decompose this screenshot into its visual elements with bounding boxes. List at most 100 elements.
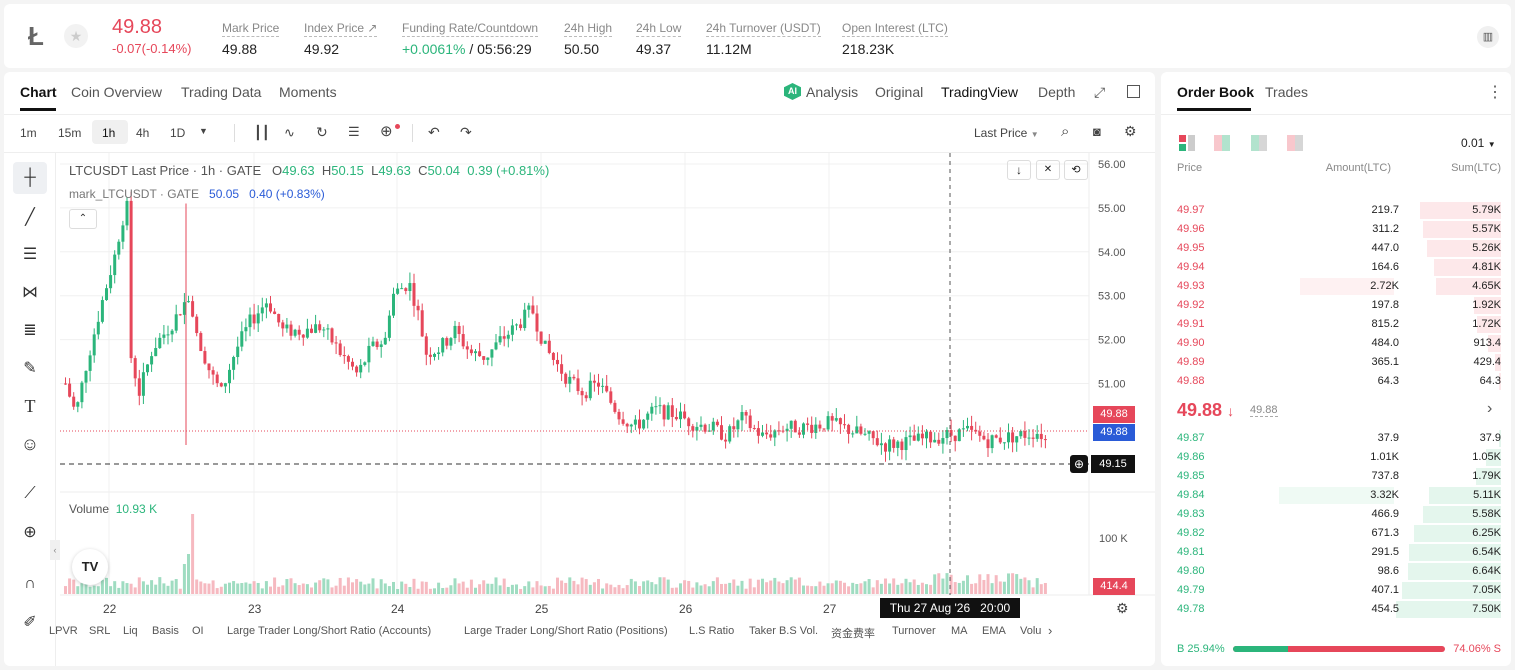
- pencil-lock-icon[interactable]: ✐: [23, 614, 37, 631]
- candle-body: [519, 324, 523, 329]
- templates-icon[interactable]: ☰: [348, 124, 360, 139]
- expand-icon[interactable]: ⤢: [1094, 84, 1106, 100]
- ob-bid-row[interactable]: 49.85 737.8 1.79K: [1161, 467, 1511, 486]
- date-tick: 25: [535, 602, 549, 616]
- indicator-srl[interactable]: SRL: [89, 625, 111, 637]
- ob-ask-row[interactable]: 49.96 311.2 5.57K: [1161, 220, 1511, 239]
- emoji-icon[interactable]: ☺: [20, 433, 40, 454]
- ob-bid-row[interactable]: 49.87 37.9 37.9: [1161, 429, 1511, 448]
- view-tradingview[interactable]: TradingView: [941, 84, 1019, 100]
- ob-bid-row[interactable]: 49.79 407.1 7.05K: [1161, 581, 1511, 600]
- interval-1h[interactable]: 1h: [102, 126, 116, 140]
- asks-only-icon[interactable]: [1287, 135, 1303, 151]
- indicator-liq[interactable]: Liq: [123, 625, 138, 637]
- candles-icon[interactable]: ┃┃: [254, 125, 270, 140]
- ob-ask-row[interactable]: 49.88 64.3 64.3: [1161, 372, 1511, 391]
- interval-4h[interactable]: 4h: [136, 126, 150, 140]
- ob-bid-row[interactable]: 49.81 291.5 6.54K: [1161, 543, 1511, 562]
- view-depth[interactable]: Depth: [1038, 84, 1076, 100]
- ob-bid-row[interactable]: 49.84 3.32K 5.11K: [1161, 486, 1511, 505]
- zoom-in-icon[interactable]: ⊕: [23, 524, 37, 541]
- ob-bid-row[interactable]: 49.86 1.01K 1.05K: [1161, 448, 1511, 467]
- fib-icon[interactable]: ≣: [23, 322, 37, 339]
- compare-icon[interactable]: ↻: [316, 124, 328, 140]
- indicator-oi[interactable]: OI: [192, 625, 204, 637]
- crosshair-icon[interactable]: ┼: [13, 162, 47, 194]
- ob-bid-row[interactable]: 49.80 98.6 6.64K: [1161, 562, 1511, 581]
- indicator-ls-ratio[interactable]: L.S Ratio: [689, 625, 735, 637]
- horizontal-lines-icon[interactable]: ☰: [22, 246, 38, 263]
- ruler-icon[interactable]: ⟋: [24, 485, 36, 502]
- ob-depth-bar: [1413, 525, 1501, 542]
- add-indicator-icon[interactable]: ⊕: [380, 123, 393, 140]
- indicator-lpvr[interactable]: LPVR: [49, 625, 78, 637]
- tab-chart[interactable]: Chart: [20, 84, 57, 100]
- ob-ask-row[interactable]: 49.97 219.7 5.79K: [1161, 201, 1511, 220]
- interval-1d[interactable]: 1D: [170, 126, 186, 140]
- chart-settings-icon[interactable]: ⚙: [1116, 600, 1129, 616]
- chevron-right-icon[interactable]: ›: [1048, 623, 1053, 638]
- indicator-basis[interactable]: Basis: [152, 625, 179, 637]
- gear-icon[interactable]: ⚙: [1124, 123, 1137, 139]
- ob-sum: 6.54K: [1472, 546, 1501, 558]
- collapse-legend-icon[interactable]: ⌃: [69, 209, 97, 229]
- tradingview-logo-icon[interactable]: TV: [72, 549, 108, 585]
- tab-order-book[interactable]: Order Book: [1177, 84, 1255, 100]
- precision-value: 0.01: [1461, 136, 1485, 150]
- stat-index-price[interactable]: Index Price ↗ 49.92: [304, 21, 378, 57]
- precision-select[interactable]: 0.01 ▼: [1461, 136, 1496, 150]
- chevron-right-icon[interactable]: ›: [1487, 400, 1493, 417]
- last-price-select[interactable]: Last Price ▼: [974, 126, 1039, 140]
- magnet-icon[interactable]: ∩: [24, 575, 36, 592]
- ob-ask-row[interactable]: 49.89 365.1 429.4: [1161, 353, 1511, 372]
- camera-icon[interactable]: ◙: [1093, 124, 1101, 139]
- more-icon[interactable]: ⋮: [1487, 84, 1503, 101]
- tab-trading-data[interactable]: Trading Data: [181, 84, 262, 100]
- indicator-taker-bs-vol[interactable]: Taker B.S Vol.: [749, 625, 819, 637]
- search-icon[interactable]: ⌕: [1061, 123, 1070, 140]
- indicator-ema[interactable]: EMA: [982, 625, 1006, 637]
- ob-ask-row[interactable]: 49.93 2.72K 4.65K: [1161, 277, 1511, 296]
- split-view-icon[interactable]: [1214, 135, 1230, 151]
- ob-bid-row[interactable]: 49.83 466.9 5.58K: [1161, 505, 1511, 524]
- interval-15m[interactable]: 15m: [58, 126, 82, 140]
- collapse-toolbar-icon[interactable]: ‹: [50, 540, 60, 560]
- ob-ask-row[interactable]: 49.91 815.2 1.72K: [1161, 315, 1511, 334]
- tab-moments[interactable]: Moments: [279, 84, 337, 100]
- tab-coin-overview[interactable]: Coin Overview: [71, 84, 163, 100]
- pattern-icon[interactable]: ⋈: [22, 284, 38, 301]
- redo-icon[interactable]: ↷: [460, 124, 472, 140]
- bids-only-icon[interactable]: [1251, 135, 1267, 151]
- indicator-ltr-positions[interactable]: Large Trader Long/Short Ratio (Positions…: [464, 625, 668, 637]
- indicator-funding-rate[interactable]: 资金费率: [831, 628, 875, 640]
- indicator-ltr-accounts[interactable]: Large Trader Long/Short Ratio (Accounts): [227, 625, 432, 637]
- fullscreen-icon[interactable]: [1127, 85, 1140, 98]
- chevron-down-icon[interactable]: ▼: [199, 126, 208, 136]
- collapse-icon[interactable]: ✕: [1036, 160, 1060, 180]
- favorite-star-icon[interactable]: ★: [64, 24, 88, 48]
- undo-icon[interactable]: ↶: [428, 124, 440, 140]
- ob-ask-row[interactable]: 49.92 197.8 1.92K: [1161, 296, 1511, 315]
- tab-trades[interactable]: Trades: [1265, 84, 1309, 100]
- text-tool-icon[interactable]: T: [24, 395, 36, 416]
- indicator-turnover[interactable]: Turnover: [892, 625, 936, 637]
- indicator-ma[interactable]: MA: [951, 625, 968, 637]
- indicator-volume[interactable]: Volu: [1020, 625, 1042, 637]
- indicators-icon[interactable]: ∿: [284, 125, 295, 140]
- brush-icon[interactable]: ✎: [23, 360, 37, 377]
- view-analysis[interactable]: Analysis: [806, 84, 859, 100]
- ob-ask-row[interactable]: 49.90 484.0 913.4: [1161, 334, 1511, 353]
- book-icon[interactable]: ▥: [1477, 26, 1499, 48]
- refresh-icon[interactable]: ⟲: [1064, 160, 1088, 180]
- interval-1m[interactable]: 1m: [20, 126, 37, 140]
- ob-bid-row[interactable]: 49.78 454.5 7.50K: [1161, 600, 1511, 619]
- view-original[interactable]: Original: [875, 84, 924, 100]
- ob-ask-row[interactable]: 49.94 164.6 4.81K: [1161, 258, 1511, 277]
- arrow-down-icon[interactable]: ↓: [1007, 160, 1031, 180]
- add-alert-icon[interactable]: ⊕: [1070, 455, 1088, 473]
- both-sides-view-icon[interactable]: [1179, 135, 1195, 151]
- ob-ask-row[interactable]: 49.95 447.0 5.26K: [1161, 239, 1511, 258]
- ob-bid-row[interactable]: 49.82 671.3 6.25K: [1161, 524, 1511, 543]
- price-chart[interactable]: 56.00 55.00 54.00 53.00 52.00 51.00 22 23 24 25 26…: [4, 72, 1155, 666]
- trend-line-icon[interactable]: ╱: [25, 209, 35, 226]
